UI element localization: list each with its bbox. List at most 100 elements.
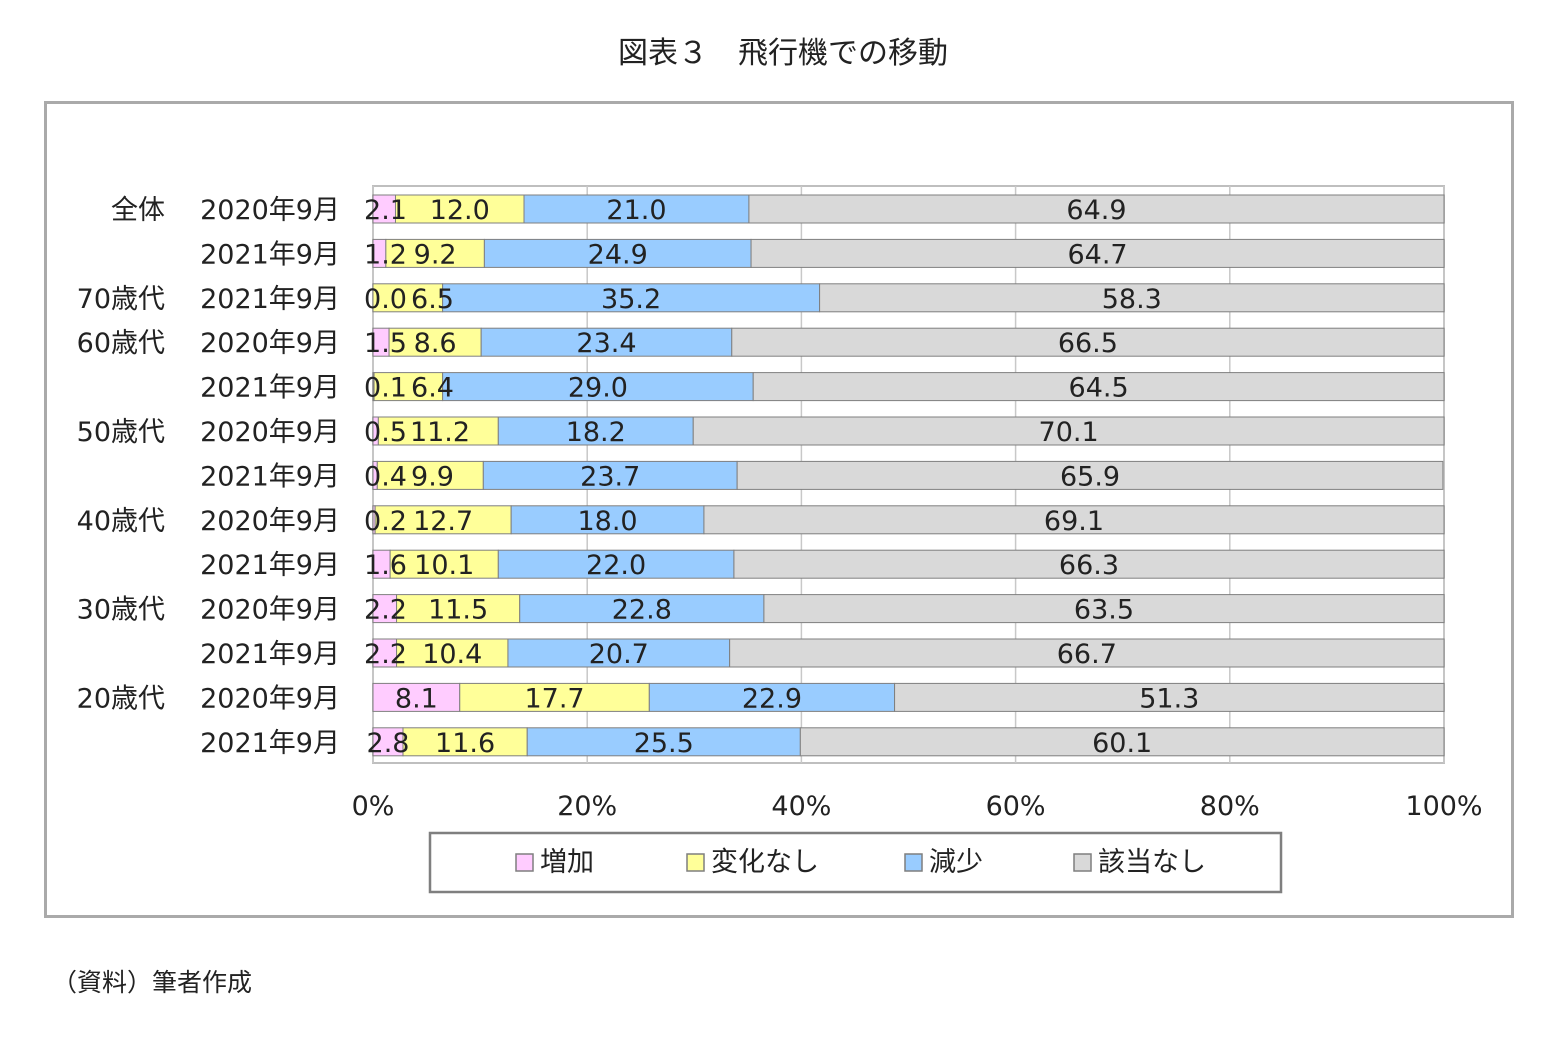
bar-segment	[402, 727, 528, 757]
value-label: 18.2	[566, 417, 626, 448]
group-label: 20歳代	[77, 683, 165, 714]
value-label: 0.1	[364, 373, 407, 404]
bar-segment	[394, 194, 525, 224]
value-label: 20.7	[589, 639, 649, 670]
value-label: 2.8	[367, 728, 410, 759]
date-label: 2020年9月	[200, 328, 340, 359]
date-label: 2021年9月	[200, 461, 340, 492]
bar-segment	[385, 238, 485, 268]
value-label: 2.2	[364, 639, 407, 670]
group-label: 全体	[111, 195, 165, 226]
bar-segment	[372, 682, 461, 712]
value-label: 24.9	[588, 239, 648, 270]
source-note: （資料）筆者作成	[52, 968, 253, 997]
date-label: 2020年9月	[200, 595, 340, 626]
date-label: 2020年9月	[200, 683, 340, 714]
legend-swatch	[1073, 853, 1092, 872]
value-label: 11.2	[410, 417, 470, 448]
value-label: 2.2	[364, 595, 407, 626]
legend-label: 該当なし	[1098, 847, 1206, 878]
value-label: 51.3	[1139, 683, 1199, 714]
bar-segment	[377, 416, 499, 446]
value-label: 23.7	[580, 461, 640, 492]
value-label: 8.1	[395, 683, 438, 714]
value-label: 8.6	[414, 328, 457, 359]
group-label: 70歳代	[77, 284, 165, 315]
value-label: 70.1	[1039, 417, 1099, 448]
date-label: 2021年9月	[200, 239, 340, 270]
bar-segment	[374, 505, 512, 535]
bar-segment	[459, 682, 650, 712]
value-label: 22.0	[586, 550, 646, 581]
group-label: 40歳代	[77, 506, 165, 537]
legend-swatch	[515, 853, 534, 872]
bar-segment	[799, 727, 1445, 757]
value-label: 22.9	[742, 683, 802, 714]
bar-segment	[497, 549, 735, 579]
bar-segment	[373, 372, 444, 402]
value-label: 6.4	[411, 373, 454, 404]
value-label: 2.1	[364, 195, 407, 226]
value-label: 9.9	[411, 461, 454, 492]
value-label: 11.5	[428, 595, 488, 626]
legend-swatch	[686, 853, 705, 872]
bar-segment	[519, 594, 765, 624]
value-label: 10.1	[414, 550, 474, 581]
bar-segment	[442, 372, 754, 402]
value-label: 63.5	[1074, 595, 1134, 626]
value-label: 35.2	[601, 284, 661, 315]
value-label: 64.9	[1066, 195, 1126, 226]
group-label: 60歳代	[77, 328, 165, 359]
bar-segment	[483, 238, 752, 268]
bar-segment	[733, 549, 1445, 579]
value-label: 58.3	[1102, 284, 1162, 315]
group-label: 50歳代	[77, 417, 165, 448]
legend-label: 増加	[540, 847, 594, 878]
bar-segment	[729, 638, 1445, 668]
x-tick-label: 0%	[352, 791, 395, 822]
value-label: 6.5	[411, 284, 454, 315]
bar-segment	[752, 372, 1445, 402]
value-label: 21.0	[606, 195, 666, 226]
page-title: 図表３ 飛行機での移動	[618, 36, 948, 71]
value-label: 18.0	[577, 506, 637, 537]
x-tick-label: 80%	[1200, 791, 1260, 822]
date-label: 2020年9月	[200, 195, 340, 226]
value-label: 1.5	[364, 328, 407, 359]
value-label: 22.8	[612, 595, 672, 626]
x-tick-label: 20%	[557, 791, 617, 822]
value-label: 66.7	[1057, 639, 1117, 670]
date-label: 2021年9月	[200, 639, 340, 670]
date-label: 2020年9月	[200, 417, 340, 448]
bar-segment	[703, 505, 1445, 535]
bar-segment	[523, 194, 750, 224]
bar-segment	[692, 416, 1445, 446]
date-label: 2020年9月	[200, 506, 340, 537]
value-label: 69.1	[1044, 506, 1104, 537]
value-label: 9.2	[414, 239, 457, 270]
group-label: 30歳代	[77, 595, 165, 626]
value-label: 64.5	[1069, 373, 1129, 404]
x-tick-label: 100%	[1405, 791, 1482, 822]
bar-segment	[376, 460, 484, 490]
value-label: 0.0	[364, 284, 407, 315]
value-label: 66.5	[1058, 328, 1118, 359]
date-label: 2021年9月	[200, 550, 340, 581]
bar-segment	[748, 194, 1445, 224]
date-label: 2021年9月	[200, 373, 340, 404]
value-label: 12.7	[413, 506, 473, 537]
value-label: 0.2	[364, 506, 407, 537]
legend-label: 変化なし	[711, 847, 819, 878]
value-label: 64.7	[1067, 239, 1127, 270]
value-label: 1.6	[364, 550, 407, 581]
bar-segment	[482, 460, 738, 490]
value-label: 1.2	[364, 239, 407, 270]
bar-segment	[372, 283, 444, 313]
value-label: 0.5	[364, 417, 407, 448]
legend-box	[428, 831, 1283, 894]
value-label: 12.0	[430, 195, 490, 226]
bar-segment	[736, 460, 1444, 490]
value-label: 11.6	[435, 728, 495, 759]
value-label: 60.1	[1092, 728, 1152, 759]
